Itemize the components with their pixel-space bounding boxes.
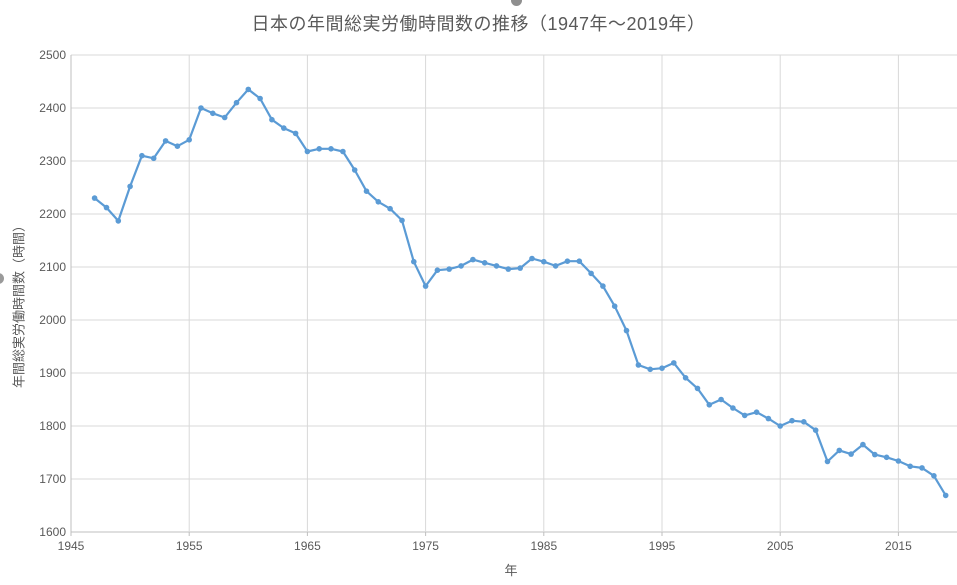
y-tick-label: 2300 [39, 154, 66, 168]
y-tick-label: 2500 [39, 48, 66, 62]
data-point-1962 [269, 116, 275, 123]
data-point-2012 [860, 441, 866, 448]
data-point-2014 [883, 454, 890, 461]
data-point-1960 [245, 86, 252, 93]
data-point-1997 [682, 375, 689, 381]
data-point-2017 [919, 465, 925, 471]
x-tick-label: 1965 [294, 539, 321, 553]
data-point-1959 [233, 99, 240, 106]
data-point-1995 [659, 365, 665, 372]
data-point-1974 [411, 258, 417, 265]
y-tick-label: 1800 [39, 419, 66, 433]
y-tick-label: 2200 [39, 207, 66, 221]
data-point-2005 [777, 423, 783, 429]
data-point-2018 [931, 473, 937, 479]
data-point-1964 [292, 130, 299, 137]
data-point-1970 [363, 188, 370, 194]
data-point-2000 [718, 396, 724, 403]
data-point-1991 [611, 303, 618, 310]
y-tick-label: 2100 [39, 260, 66, 274]
data-point-1983 [517, 265, 523, 271]
data-point-1955 [186, 137, 192, 143]
x-tick-label: 2015 [885, 539, 912, 553]
data-point-1953 [162, 138, 169, 144]
data-point-1972 [387, 205, 393, 212]
data-point-1958 [221, 114, 228, 121]
data-point-1988 [576, 258, 583, 265]
data-point-1993 [635, 362, 642, 368]
data-point-1982 [505, 266, 512, 272]
data-point-1987 [564, 258, 571, 265]
y-tick-label: 2000 [39, 313, 66, 327]
data-point-2016 [907, 463, 913, 470]
data-point-1994 [647, 366, 653, 373]
x-tick-label: 1995 [649, 539, 676, 553]
data-point-1990 [600, 283, 606, 289]
data-point-1976 [434, 267, 441, 274]
data-point-1981 [493, 263, 500, 269]
data-point-1951 [139, 152, 145, 159]
data-point-1969 [351, 167, 358, 173]
data-point-2003 [753, 409, 760, 416]
data-point-1971 [375, 199, 382, 205]
data-point-1999 [706, 402, 713, 408]
y-axis-title: 年間総実労働時間数（時間） [11, 219, 27, 389]
data-point-2015 [895, 458, 902, 464]
data-point-1947 [91, 195, 98, 201]
y-tick-label: 1900 [39, 366, 66, 380]
data-point-1973 [399, 217, 405, 224]
data-point-1961 [257, 95, 263, 102]
data-point-1950 [127, 183, 133, 190]
data-point-2008 [812, 427, 819, 434]
data-point-1998 [694, 385, 701, 392]
data-point-2010 [836, 447, 843, 454]
x-tick-label: 1955 [176, 539, 203, 553]
data-point-2019 [942, 492, 949, 499]
y-tick-label: 1700 [39, 472, 66, 486]
y-tick-label: 1600 [39, 525, 66, 539]
data-point-1989 [588, 270, 594, 277]
x-tick-label: 1985 [530, 539, 557, 553]
data-point-1978 [458, 263, 464, 269]
x-tick-label: 1945 [58, 539, 85, 553]
y-tick-label: 2400 [39, 101, 66, 115]
data-point-2006 [789, 417, 795, 424]
data-point-1954 [174, 143, 181, 149]
data-point-2013 [872, 451, 878, 458]
data-point-1966 [316, 146, 323, 152]
data-point-1986 [552, 263, 559, 269]
data-point-2001 [730, 405, 736, 411]
data-point-1965 [304, 148, 311, 155]
data-point-1975 [422, 283, 429, 289]
data-point-1984 [529, 255, 535, 262]
data-point-2011 [848, 451, 854, 457]
x-tick-label: 2005 [767, 539, 794, 553]
data-point-1980 [481, 260, 488, 266]
data-point-1956 [198, 105, 204, 111]
data-point-1952 [150, 155, 157, 162]
data-point-2009 [824, 458, 831, 465]
data-point-2002 [741, 412, 748, 419]
x-tick-label: 1975 [412, 539, 439, 553]
data-point-1985 [541, 258, 547, 265]
data-point-2004 [765, 415, 772, 422]
overlay-dot-artifact-top [511, 0, 522, 6]
chart-title: 日本の年間総実労働時間数の推移（1947年～2019年） [251, 14, 706, 34]
data-point-1996 [671, 360, 677, 366]
data-point-1968 [340, 148, 346, 155]
data-point-1949 [115, 218, 122, 224]
series-line [93, 88, 947, 497]
x-axis-title: 年 [504, 563, 518, 578]
data-point-1979 [470, 256, 476, 263]
data-point-1957 [210, 110, 216, 117]
data-point-1967 [328, 146, 334, 152]
data-point-1992 [623, 327, 630, 334]
data-point-2007 [801, 419, 807, 425]
data-point-1963 [281, 125, 287, 131]
data-point-1977 [446, 266, 453, 272]
overlay-dot-artifact-left [0, 273, 4, 284]
data-point-1948 [103, 204, 110, 211]
